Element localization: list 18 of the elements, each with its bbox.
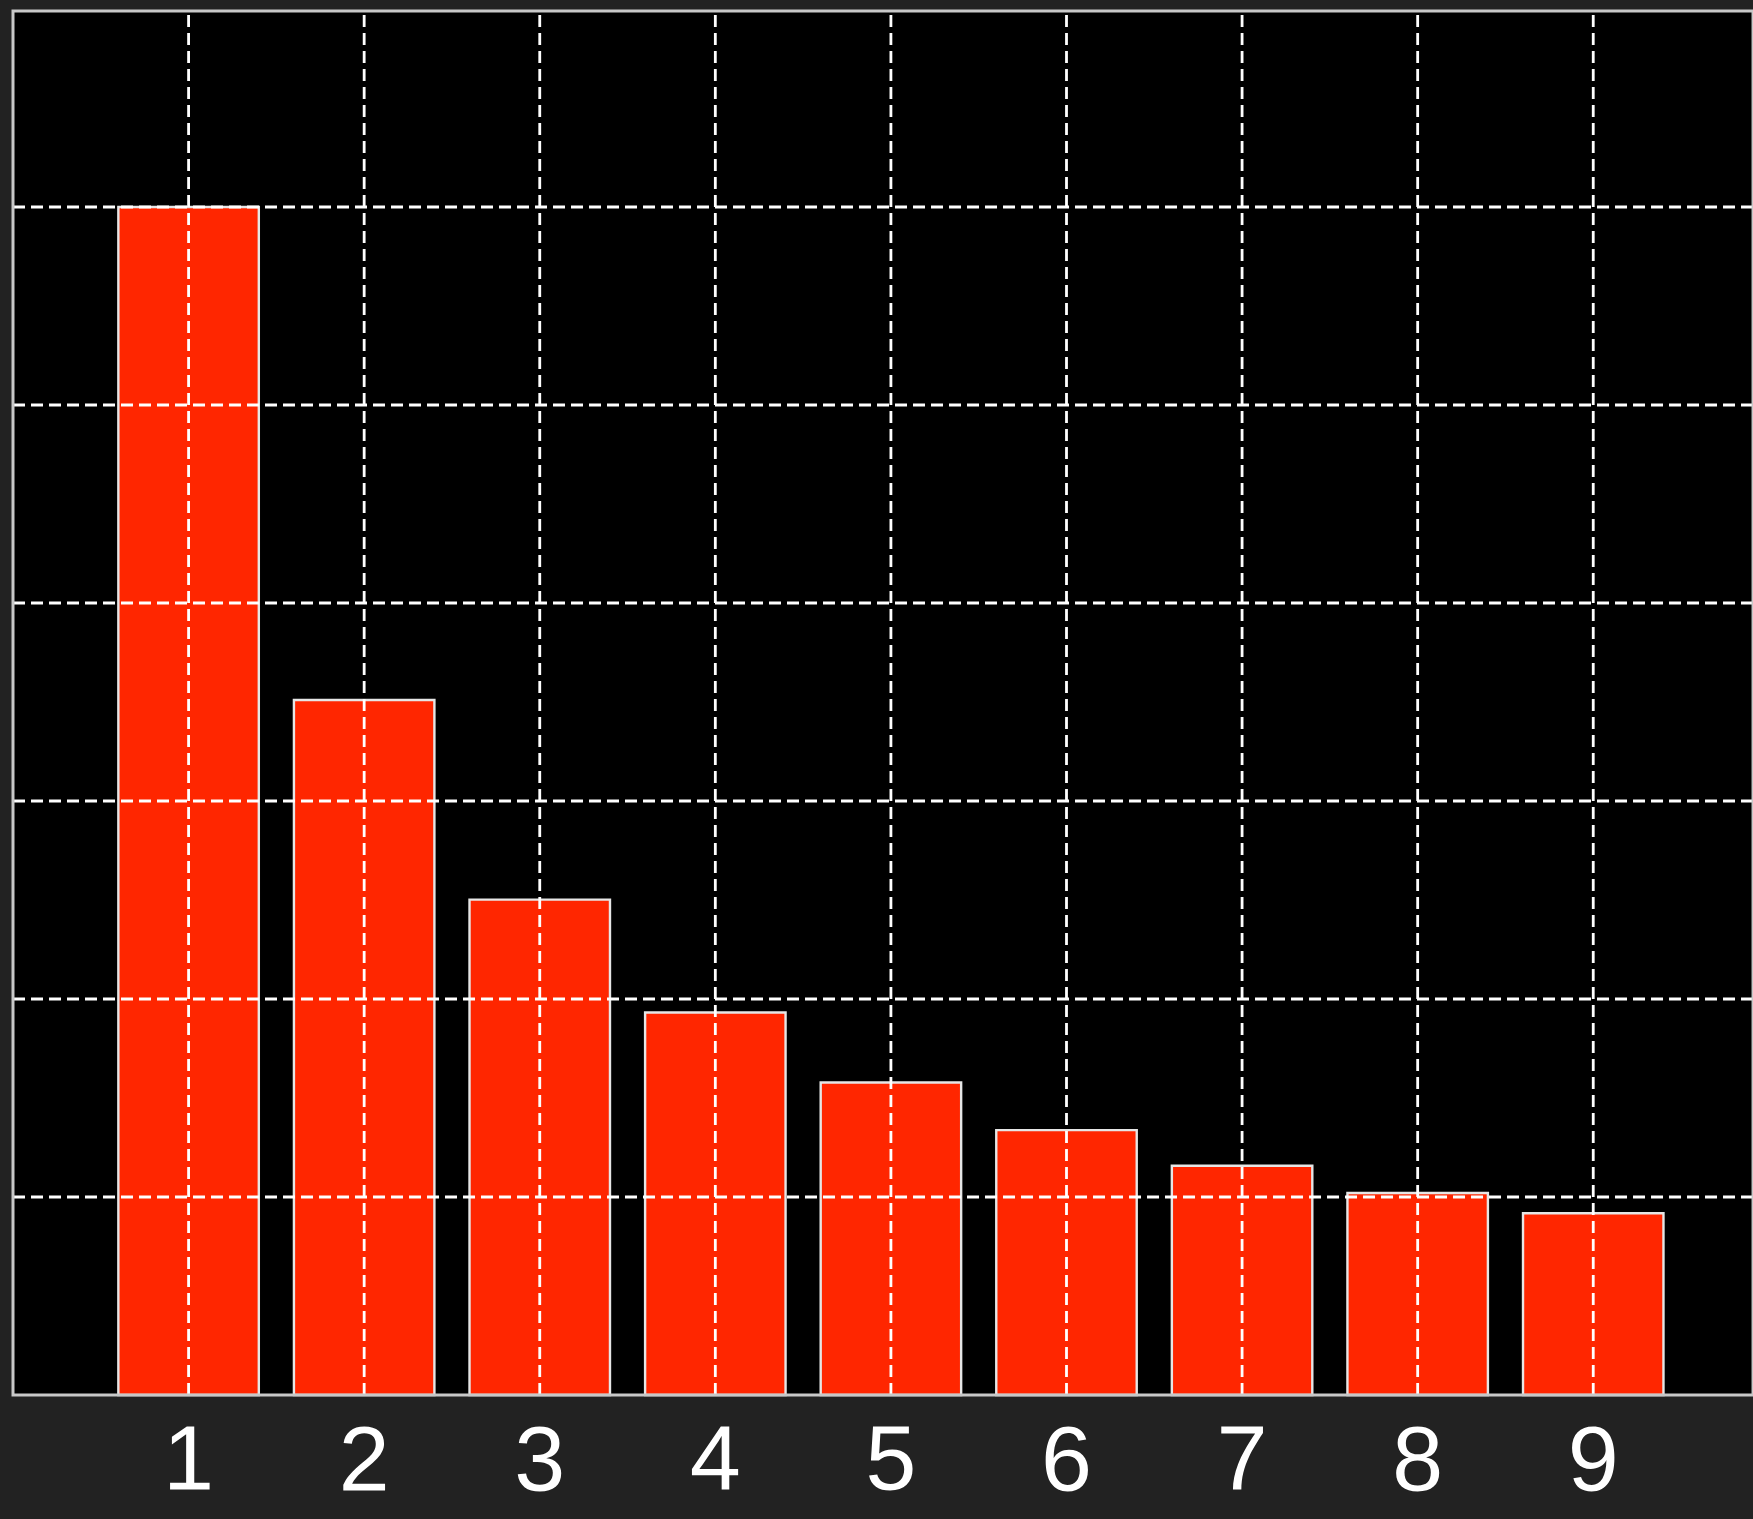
- bar: [643, 1011, 787, 1397]
- x-tick-label: 5: [869, 1426, 913, 1491]
- bar: [468, 898, 612, 1397]
- bar: [1521, 1212, 1665, 1397]
- x-tick-label: 6: [1045, 1426, 1088, 1492]
- x-tick-label: 7: [1221, 1426, 1263, 1490]
- x-tick-label: 3: [517, 1426, 562, 1492]
- bar: [995, 1128, 1138, 1397]
- bar: [292, 698, 436, 1397]
- bar: [1170, 1164, 1314, 1397]
- x-tick-label: 8: [1396, 1426, 1440, 1492]
- x-tick-label: 4: [691, 1426, 739, 1490]
- x-tick-label: 1: [170, 1426, 210, 1490]
- bar: [819, 1081, 963, 1397]
- x-tick-label: 2: [343, 1426, 386, 1491]
- bar: [1346, 1191, 1490, 1397]
- bar: [117, 205, 261, 1397]
- x-tick-label: 9: [1572, 1426, 1615, 1492]
